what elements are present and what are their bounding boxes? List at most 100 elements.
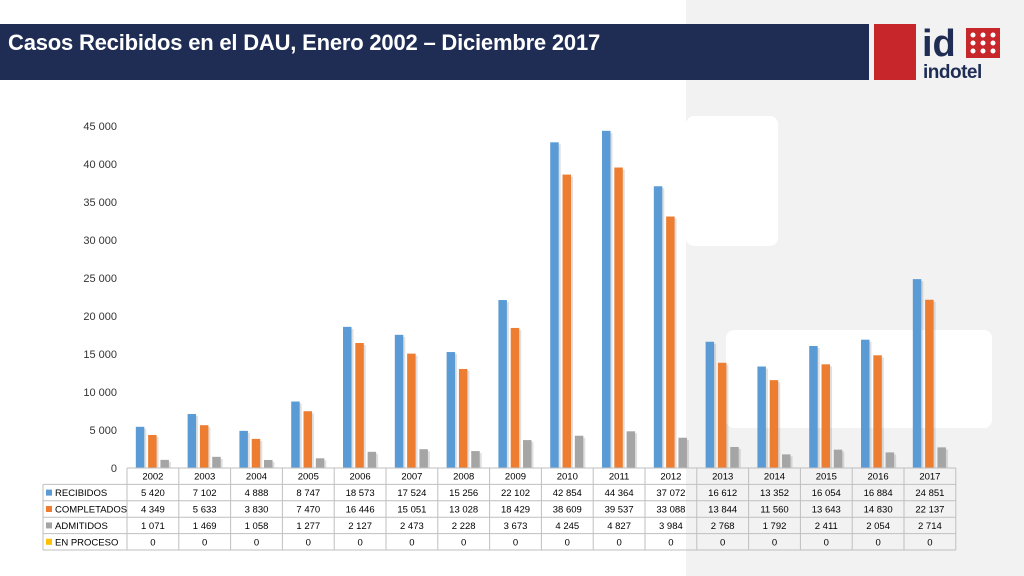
- data-label: 0: [565, 537, 570, 548]
- legend-swatch: [46, 538, 52, 545]
- background-card-upper: [686, 116, 778, 246]
- bar-shadow: [168, 461, 171, 468]
- x-tick-label: 2015: [816, 472, 837, 483]
- y-tick-label: 15 000: [83, 349, 117, 361]
- data-label: 42 854: [553, 488, 582, 499]
- bar-admitidos: [626, 431, 636, 468]
- x-tick-label: 2016: [868, 472, 889, 483]
- bar-shadow: [817, 347, 820, 468]
- bar-recibidos: [135, 426, 145, 468]
- bar-completados: [666, 216, 675, 468]
- data-label: 18 429: [501, 505, 530, 516]
- bar-shadow: [519, 329, 522, 468]
- data-label: 0: [513, 537, 518, 548]
- data-label: 0: [824, 537, 829, 548]
- bar-completados: [251, 438, 261, 468]
- data-label: 0: [254, 537, 259, 548]
- bar-recibidos: [498, 300, 507, 468]
- bar-completados: [510, 327, 520, 468]
- bar-shadow: [778, 382, 781, 468]
- bar-shadow: [635, 433, 638, 468]
- bar-shadow: [220, 458, 223, 468]
- legend-swatch: [46, 506, 52, 512]
- data-label: 4 245: [555, 521, 579, 532]
- bar-shadow: [738, 448, 741, 468]
- data-label: 2 473: [400, 521, 424, 532]
- bar-admitidos: [367, 451, 377, 468]
- bar-recibidos: [291, 401, 300, 468]
- data-label: 2 127: [348, 521, 372, 532]
- x-tick-label: 2007: [401, 472, 422, 483]
- bar-shadow: [558, 144, 561, 468]
- bar-completados: [614, 167, 623, 468]
- data-label: 1 792: [763, 521, 787, 532]
- bar-recibidos: [187, 414, 197, 468]
- bar-shadow: [622, 169, 625, 468]
- bar-shadow: [467, 370, 470, 468]
- data-label: 0: [875, 537, 880, 548]
- data-label: 1 469: [193, 521, 217, 532]
- legend-swatch: [46, 489, 52, 496]
- bar-admitidos: [315, 458, 325, 468]
- bar-shadow: [506, 302, 509, 468]
- x-tick-label: 2008: [453, 472, 474, 483]
- bar-shadow: [583, 437, 586, 468]
- legend-swatch: [46, 522, 52, 529]
- data-label: 8 747: [296, 488, 320, 499]
- bar-recibidos: [861, 339, 870, 468]
- data-label: 2 228: [452, 521, 476, 532]
- data-label: 0: [357, 537, 362, 548]
- y-tick-label: 40 000: [83, 159, 117, 171]
- indotel-logo-icon: id: [922, 23, 1000, 65]
- data-label: 13 352: [760, 488, 789, 499]
- bar-admitidos: [523, 440, 532, 468]
- page-title: Casos Recibidos en el DAU, Enero 2002 – …: [8, 30, 601, 55]
- data-label: 3 984: [659, 521, 683, 532]
- data-label: 11 560: [760, 505, 788, 516]
- bar-completados: [199, 425, 209, 468]
- x-tick-label: 2005: [298, 472, 319, 483]
- data-label: 13 844: [708, 505, 737, 516]
- bar-completados: [821, 364, 831, 468]
- bar-shadow: [427, 451, 430, 468]
- bar-admitidos: [419, 449, 428, 468]
- bar-admitidos: [730, 446, 739, 468]
- data-label: 0: [409, 537, 414, 548]
- bar-shadow: [881, 357, 884, 468]
- data-label: 3 673: [504, 521, 528, 532]
- logo-red-block: [874, 24, 916, 80]
- bar-recibidos: [446, 352, 456, 468]
- bar-shadow: [571, 176, 574, 468]
- bar-shadow: [376, 453, 379, 468]
- x-tick-label: 2014: [764, 472, 785, 483]
- data-label: 0: [306, 537, 311, 548]
- bar-recibidos: [809, 345, 818, 468]
- x-tick-label: 2013: [712, 472, 733, 483]
- data-label: 44 364: [605, 488, 634, 499]
- bar-admitidos: [264, 459, 273, 468]
- bar-shadow: [351, 328, 354, 468]
- bar-completados: [717, 362, 727, 468]
- data-label: 1 071: [141, 521, 165, 532]
- bar-shadow: [945, 449, 948, 468]
- data-label: 5 420: [141, 488, 165, 499]
- x-tick-label: 2012: [660, 472, 681, 483]
- data-label: 0: [927, 537, 932, 548]
- bar-shadow: [714, 343, 717, 468]
- bar-admitidos: [833, 449, 843, 468]
- bar-shadow: [363, 345, 366, 468]
- bar-shadow: [610, 132, 613, 468]
- data-label: 15 051: [397, 505, 426, 516]
- data-label: 16 446: [346, 505, 375, 516]
- bar-recibidos: [343, 326, 352, 468]
- bar-shadow: [144, 428, 147, 468]
- bar-shadow: [842, 451, 845, 468]
- x-tick-label: 2003: [194, 472, 215, 483]
- data-label: 5 633: [193, 505, 217, 516]
- data-label: 0: [772, 537, 777, 548]
- bar-completados: [355, 343, 364, 468]
- bar-recibidos: [602, 130, 611, 468]
- y-tick-label: 45 000: [83, 121, 117, 133]
- bar-recibidos: [550, 142, 559, 468]
